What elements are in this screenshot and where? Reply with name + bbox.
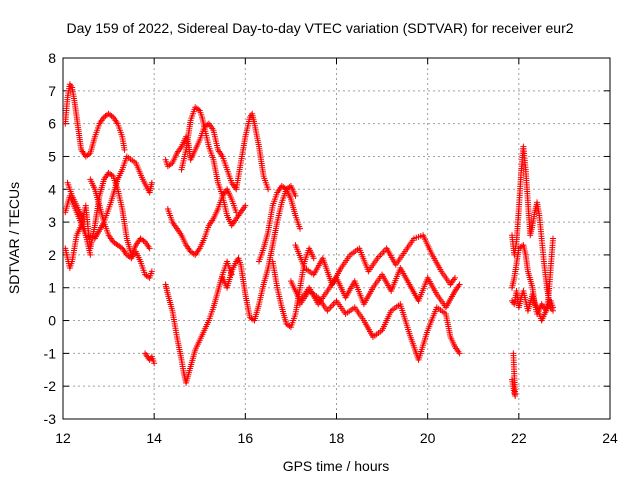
data-point	[242, 202, 249, 209]
data-point	[297, 225, 304, 232]
series-O	[292, 232, 459, 288]
x-tick-label: 20	[420, 430, 436, 446]
data-point	[550, 235, 557, 242]
series-A	[62, 81, 128, 160]
data-point	[146, 245, 153, 252]
x-tick-label: 14	[146, 430, 162, 446]
data-point	[151, 360, 158, 367]
series-E	[64, 179, 94, 258]
x-axis-label: GPS time / hours	[283, 458, 390, 474]
x-tick-label: 22	[511, 430, 527, 446]
x-tick-label: 24	[602, 430, 618, 446]
data-points	[62, 81, 557, 400]
y-tick-label: 5	[48, 148, 56, 164]
series-D	[87, 176, 155, 281]
x-axis-ticks: 12 14 16 18 20 22 24	[55, 58, 618, 446]
data-point	[233, 209, 240, 216]
y-tick-label: 3	[48, 214, 56, 230]
data-point	[87, 251, 94, 258]
y-axis-label: SDTVAR / TECUs	[6, 182, 22, 294]
y-tick-label: -3	[44, 411, 57, 427]
x-tick-label: 12	[55, 430, 71, 446]
y-tick-label: 6	[48, 116, 56, 132]
y-tick-label: 0	[48, 313, 56, 329]
y-tick-label: 1	[48, 280, 56, 296]
series-J	[162, 258, 235, 386]
series-H	[178, 104, 249, 229]
data-point	[510, 350, 517, 357]
data-point	[121, 146, 128, 153]
data-point	[265, 186, 272, 193]
y-tick-label: 8	[48, 50, 56, 66]
series-Q	[508, 143, 557, 314]
y-tick-label: -1	[44, 345, 57, 361]
y-tick-label: 4	[48, 181, 56, 197]
data-point	[550, 304, 557, 311]
grid	[63, 58, 610, 419]
data-point	[148, 268, 155, 275]
series-N	[287, 265, 463, 311]
y-tick-label: 7	[48, 83, 56, 99]
series-S	[508, 288, 557, 317]
y-axis-ticks: -3 -2 -1 0 1 2 3 4 5 6 7 8	[44, 50, 610, 427]
data-point	[456, 350, 463, 357]
series-G	[162, 110, 272, 193]
series-K	[219, 182, 299, 324]
series-I	[164, 186, 240, 258]
series-P	[297, 288, 463, 363]
data-point	[452, 274, 459, 281]
series-T	[508, 350, 519, 400]
y-tick-label: 2	[48, 247, 56, 263]
data-point	[292, 192, 299, 199]
data-point	[456, 281, 463, 288]
series-F	[142, 350, 158, 367]
data-point	[148, 179, 155, 186]
chart-title: Day 159 of 2022, Sidereal Day-to-day VTE…	[66, 20, 573, 36]
y-tick-label: -2	[44, 378, 57, 394]
x-tick-label: 16	[238, 430, 254, 446]
x-tick-label: 18	[329, 430, 345, 446]
series-L	[256, 182, 304, 265]
data-point	[310, 255, 317, 262]
